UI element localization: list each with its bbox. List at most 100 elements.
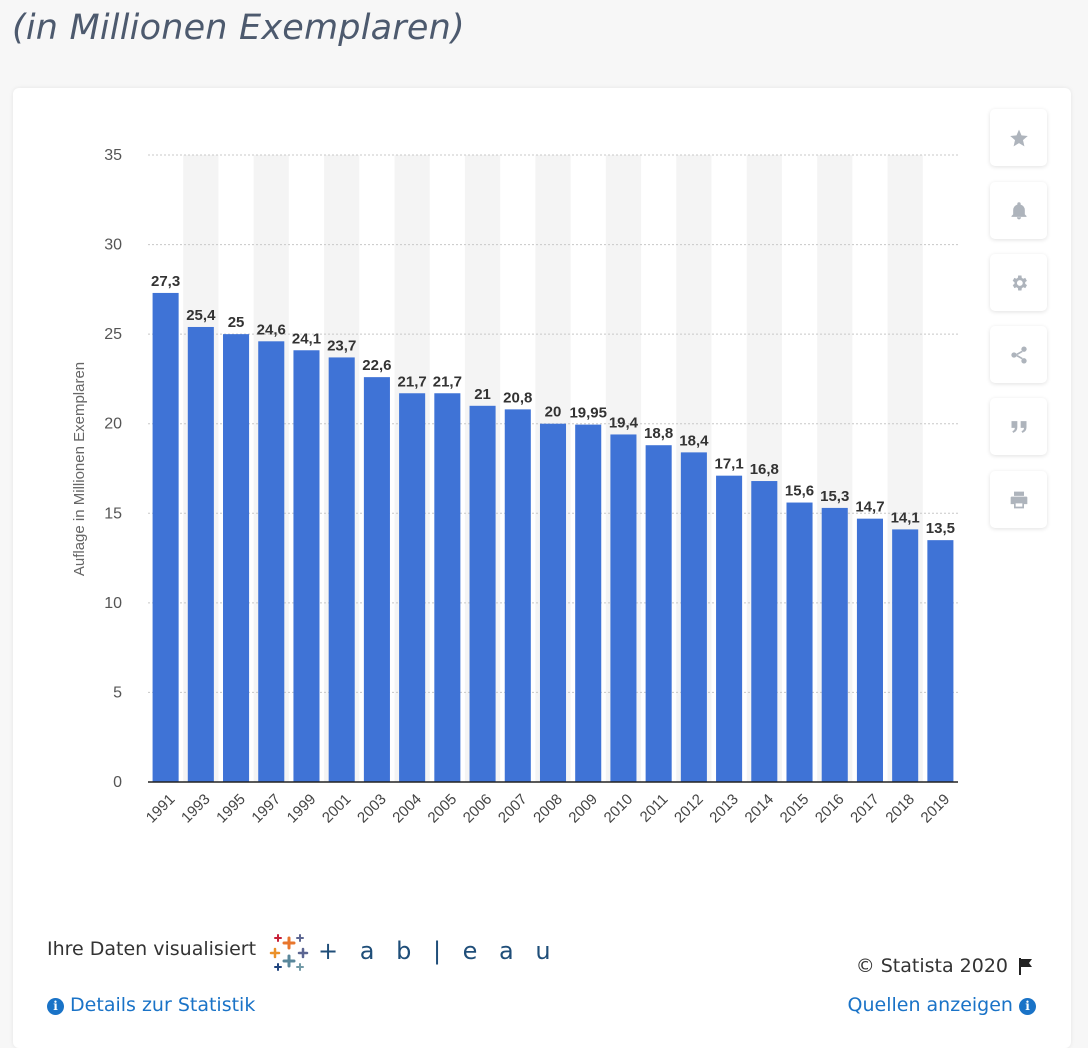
data-label: 27,3 [151,273,180,290]
gear-icon [1012,275,1027,290]
sources-link-label: Quellen anzeigen [847,994,1013,1016]
bar[interactable] [258,341,285,782]
bar[interactable] [504,409,531,782]
bar[interactable] [223,334,250,782]
x-tick-label: 2019 [918,791,954,827]
bar[interactable] [363,377,390,782]
y-tick-label: 30 [104,237,122,254]
data-label: 20,8 [503,389,532,406]
data-label: 22,6 [362,357,391,374]
data-label: 19,95 [569,405,607,422]
bar[interactable] [328,357,355,782]
visualized-label: Ihre Daten visualisiert [47,938,257,960]
x-tick-label: 2016 [812,791,848,827]
data-label: 25 [228,314,245,331]
data-label: 24,6 [257,321,286,338]
y-axis-label: Auflage in Millionen Exemplaren [71,362,88,576]
details-link-label: Details zur Statistik [70,994,256,1016]
bar[interactable] [786,502,813,782]
bar[interactable] [469,405,496,782]
data-label: 13,5 [926,520,955,537]
y-tick-label: 0 [113,774,122,791]
notify-button[interactable] [990,182,1047,239]
data-label: 23,7 [327,337,356,354]
print-button[interactable] [990,471,1047,528]
bar[interactable] [716,475,743,782]
x-tick-label: 2007 [495,791,531,827]
y-tick-label: 10 [104,595,122,612]
x-tick-label: 1995 [213,791,249,827]
bars [152,292,954,782]
y-tick-label: 35 [104,147,122,164]
x-tick-label: 2010 [601,791,637,827]
tableau-logo-icon [269,934,309,971]
info-icon: i [1019,998,1036,1015]
x-tick-label: 2014 [742,791,778,827]
bar[interactable] [927,540,954,782]
quote-icon [1011,420,1026,433]
data-label: 21,7 [433,373,462,390]
x-tick-label: 2006 [460,791,496,827]
x-tick-label: 1991 [143,791,179,827]
data-label: 19,4 [609,414,639,431]
value-labels: 27,3 25,4 25 24,6 24,1 23,7 22,6 21,7 21,7 21 20,8… [151,273,955,537]
y-tick-label: 20 [104,416,122,433]
data-label: 15,3 [820,488,849,505]
x-tick-label: 2017 [847,791,883,827]
favorite-button[interactable] [990,109,1047,166]
x-tick-label: 2011 [637,791,672,826]
data-label: 21 [474,386,491,403]
details-link[interactable]: i Details zur Statistik [47,994,255,1016]
copyright-text: © Statista 2020 [855,955,1008,977]
bar[interactable] [434,393,461,782]
data-label: 25,4 [186,307,216,324]
data-label: 20 [545,404,562,421]
flag-icon[interactable] [1016,956,1036,976]
bar[interactable] [856,518,883,782]
x-axis-ticks: 1991 1993 1995 1997 1999 2001 2003 2004 2005 2006… [143,791,953,827]
bar[interactable] [645,445,672,782]
share-icon [1010,346,1027,363]
data-label: 17,1 [714,456,743,473]
data-label: 18,8 [644,425,673,442]
x-tick-label: 1999 [284,791,320,827]
bar[interactable] [680,452,707,782]
page-title: (in Millionen Exemplaren) [12,8,465,48]
bell-icon [1011,201,1026,219]
bar[interactable] [187,326,214,782]
y-tick-label: 15 [104,505,122,522]
x-tick-label: 2013 [706,791,742,827]
x-tick-label: 2008 [530,791,566,827]
bar[interactable] [821,507,848,782]
sources-link[interactable]: Quellen anzeigen i [848,994,1036,1016]
x-tick-label: 2001 [319,791,355,827]
info-icon: i [47,998,64,1015]
bar[interactable] [751,481,778,782]
bar[interactable] [539,423,567,782]
data-label: 14,7 [855,499,884,516]
cite-button[interactable] [990,398,1047,455]
x-tick-label: 2004 [389,791,425,827]
share-button[interactable] [990,326,1047,383]
print-icon [1010,491,1027,508]
x-tick-label: 2015 [777,791,813,827]
bar[interactable] [293,350,320,782]
settings-button[interactable] [990,254,1047,311]
y-tick-label: 5 [113,684,122,701]
x-tick-label: 2012 [671,791,707,827]
bar[interactable] [610,434,637,782]
data-label: 18,4 [679,432,709,449]
tableau-wordmark: + a b | e a u [318,937,558,965]
x-tick-label: 2005 [425,791,461,827]
bar[interactable] [399,393,426,782]
x-tick-label: 1993 [178,791,214,827]
data-label: 15,6 [785,483,814,500]
y-axis-ticks: 0 5 10 15 20 25 30 35 [104,147,122,791]
x-tick-label: 2003 [354,791,390,827]
bar[interactable] [892,529,919,782]
data-label: 16,8 [750,461,779,478]
data-label: 21,7 [398,373,427,390]
bar[interactable] [152,292,179,782]
bar[interactable] [575,424,602,782]
